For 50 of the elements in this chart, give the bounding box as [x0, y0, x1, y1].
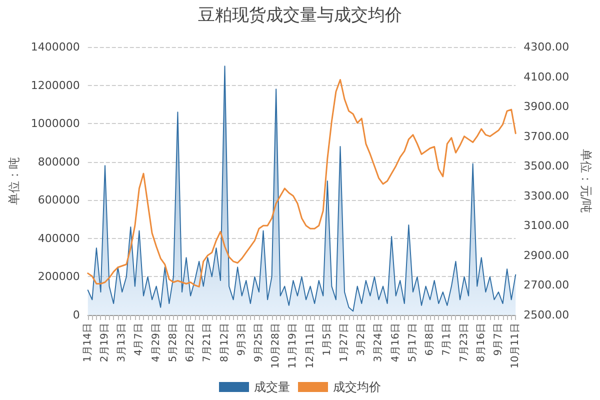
- line-series: [87, 79, 516, 288]
- x-tick-label: 7月21日: [202, 323, 214, 362]
- y2-tick-label: 3700.00: [524, 130, 570, 143]
- y-tick-label: 1400000: [30, 40, 80, 54]
- x-tick-label: 9月7日: [493, 323, 504, 356]
- y-tick-label: 400000: [38, 232, 80, 245]
- y2-axis-title: 单位：元/吨: [579, 148, 593, 214]
- y2-tick-label: 4100.00: [524, 70, 570, 84]
- x-tick-label: 2月19日: [100, 323, 110, 362]
- x-tick-label: 9月3日: [236, 323, 248, 356]
- y2-tick-label: 3900.00: [524, 100, 570, 114]
- x-tick-label: 10月28日: [270, 323, 282, 368]
- x-tick-label: 3月2日: [356, 323, 368, 356]
- chart-title: 豆粕现货成交量与成交均价: [198, 6, 402, 26]
- x-tick-label: 8月16日: [476, 323, 487, 362]
- x-tick-label: 1月27日: [339, 323, 350, 362]
- x-tick-label: 4月7日: [134, 323, 145, 356]
- x-tick-label: 9月25日: [253, 323, 264, 362]
- y-tick-label: 200000: [38, 270, 80, 284]
- x-tick-label: 1月5日: [322, 323, 333, 356]
- x-tick-label: 4月29日: [150, 323, 162, 362]
- x-tick-label: 4月16日: [390, 323, 402, 362]
- x-tick-label: 3月24日: [373, 323, 384, 362]
- legend-label: 成交量: [254, 380, 290, 394]
- x-tick-label: 6月8日: [424, 323, 436, 356]
- x-tick-label: 10月11日: [510, 323, 522, 368]
- y-tick-label: 600000: [38, 194, 80, 207]
- x-tick-label: 1月14日: [82, 323, 94, 362]
- y-tick-label: 0: [72, 308, 80, 322]
- x-tick-label: 7月1日: [442, 323, 453, 356]
- y2-tick-label: 3500.00: [524, 160, 570, 173]
- x-tick-label: 3月13日: [116, 323, 128, 362]
- y2-tick-label: 2700.00: [524, 278, 570, 292]
- y-tick-label: 1000000: [30, 117, 80, 130]
- x-tick-label: 6月22日: [185, 323, 196, 362]
- legend-label: 成交均价: [333, 380, 381, 394]
- y2-tick-label: 2500.00: [524, 308, 570, 322]
- x-tick-label: 8月12日: [219, 323, 230, 362]
- y2-tick-label: 4300.00: [524, 40, 570, 54]
- y-tick-label: 1200000: [30, 78, 80, 92]
- x-tick-label: 11月19日: [288, 323, 299, 368]
- y-tick-label: 800000: [38, 155, 80, 168]
- y2-tick-label: 3300.00: [524, 189, 570, 202]
- y2-tick-label: 2900.00: [524, 248, 570, 262]
- x-tick-label: 5月17日: [407, 323, 418, 362]
- x-tick-label: 12月11日: [304, 323, 316, 368]
- x-tick-label: 7月23日: [458, 323, 470, 362]
- y-axis-title: 单位：吨: [7, 157, 21, 205]
- x-tick-label: 5月28日: [168, 323, 179, 362]
- y2-tick-label: 3100.00: [524, 219, 570, 232]
